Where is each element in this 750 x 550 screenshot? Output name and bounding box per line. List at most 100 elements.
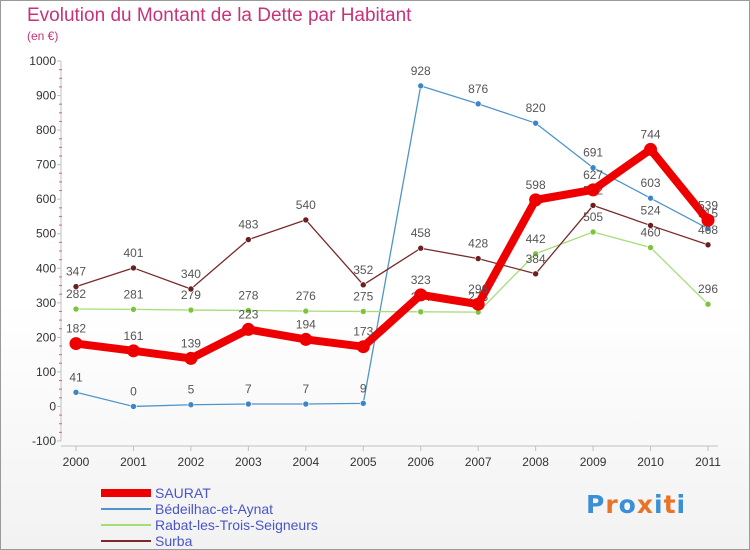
data-label: 278	[238, 288, 258, 302]
data-label: 744	[641, 127, 661, 141]
data-label: 442	[526, 232, 546, 246]
series-line	[75, 231, 709, 313]
data-point	[417, 308, 425, 316]
y-tick-label: 200	[36, 330, 56, 344]
data-label: 281	[123, 287, 143, 301]
data-point	[241, 322, 255, 336]
data-label: 505	[583, 210, 603, 224]
data-label: 627	[583, 168, 603, 182]
data-label: 194	[296, 317, 316, 331]
data-label: 524	[641, 203, 661, 217]
y-tick-label: 500	[36, 227, 56, 241]
data-label: 458	[411, 226, 431, 240]
data-point	[704, 241, 712, 249]
legend-label: Bédeilhac-et-Aynat	[155, 501, 274, 517]
data-point	[187, 401, 195, 409]
legend-swatch	[101, 489, 151, 497]
data-label: 5	[188, 383, 195, 397]
x-tick-label: 2001	[120, 455, 147, 469]
data-label: 139	[181, 336, 201, 350]
data-point	[302, 216, 310, 224]
legend-label: Rabat-les-Trois-Seigneurs	[155, 517, 318, 533]
data-label: 483	[238, 218, 258, 232]
data-point	[644, 142, 658, 156]
y-tick-label: -100	[32, 434, 56, 448]
data-label: 539	[698, 198, 718, 212]
data-point	[187, 306, 195, 314]
data-label: 603	[641, 176, 661, 190]
data-point	[245, 307, 252, 314]
data-label: 161	[123, 329, 143, 343]
data-point	[130, 306, 137, 313]
data-point	[72, 388, 80, 396]
y-tick-label: 100	[36, 365, 56, 379]
data-label: 460	[641, 226, 661, 240]
x-tick-label: 2009	[580, 455, 607, 469]
legend-swatch	[101, 524, 151, 526]
data-label: 296	[698, 282, 718, 296]
data-point	[359, 281, 367, 289]
x-tick-label: 2000	[63, 455, 90, 469]
y-tick-label: 800	[36, 123, 56, 137]
data-point	[586, 183, 600, 197]
data-label: 876	[468, 82, 488, 96]
y-tick-label: 600	[36, 192, 56, 206]
x-tick-label: 2004	[292, 455, 319, 469]
data-point	[704, 300, 712, 308]
x-tick-label: 2011	[695, 455, 721, 469]
data-point	[72, 283, 80, 290]
data-label: 928	[411, 64, 431, 78]
y-tick-label: 300	[36, 296, 56, 310]
data-point	[245, 236, 252, 243]
data-point	[245, 400, 252, 408]
data-point	[72, 305, 80, 313]
data-label: 7	[245, 382, 252, 396]
x-tick-label: 2007	[465, 455, 492, 469]
data-label: 347	[66, 265, 86, 279]
legend-swatch	[101, 508, 151, 510]
data-point	[532, 270, 539, 278]
data-point	[302, 400, 310, 408]
y-tick-label: 0	[49, 399, 56, 413]
data-label: 41	[69, 370, 83, 384]
x-tick-label: 2010	[637, 455, 664, 469]
data-label: 223	[238, 307, 258, 321]
line-chart: -100 0 100 200 300 400 500 600 700 800 900 1000 2000…	[29, 54, 721, 469]
data-label: 352	[353, 263, 373, 277]
data-point	[417, 82, 425, 90]
data-point	[69, 337, 83, 351]
x-tick-label: 2003	[235, 455, 262, 469]
data-label: 279	[181, 288, 201, 302]
x-tick-label: 2002	[178, 455, 205, 469]
data-point	[474, 255, 482, 262]
series-line	[72, 145, 712, 363]
y-tick-label: 700	[36, 158, 56, 172]
data-point	[589, 228, 597, 236]
legend-swatch	[101, 540, 151, 542]
data-point	[647, 194, 654, 202]
data-label: 401	[123, 246, 143, 260]
data-point	[359, 308, 367, 315]
data-point	[130, 264, 137, 272]
data-label: 323	[411, 273, 431, 287]
y-tick-label: 400	[36, 261, 56, 275]
x-tick-label: 2005	[350, 455, 377, 469]
data-point	[184, 351, 198, 365]
data-point	[532, 119, 539, 127]
data-point	[529, 193, 543, 207]
legend-label: Surba	[155, 533, 193, 549]
data-point	[299, 332, 313, 346]
chart-unit-label: (en €)	[27, 29, 59, 43]
legend-label: SAURAT	[155, 485, 211, 501]
data-point	[474, 100, 482, 108]
data-label: 296	[468, 282, 488, 296]
data-point	[359, 400, 367, 407]
data-label: 9	[360, 381, 367, 395]
data-point	[414, 288, 428, 302]
data-label: 540	[296, 198, 316, 212]
data-label: 820	[526, 101, 546, 115]
data-point	[302, 307, 310, 315]
series-line	[75, 204, 709, 290]
data-point	[126, 344, 140, 358]
